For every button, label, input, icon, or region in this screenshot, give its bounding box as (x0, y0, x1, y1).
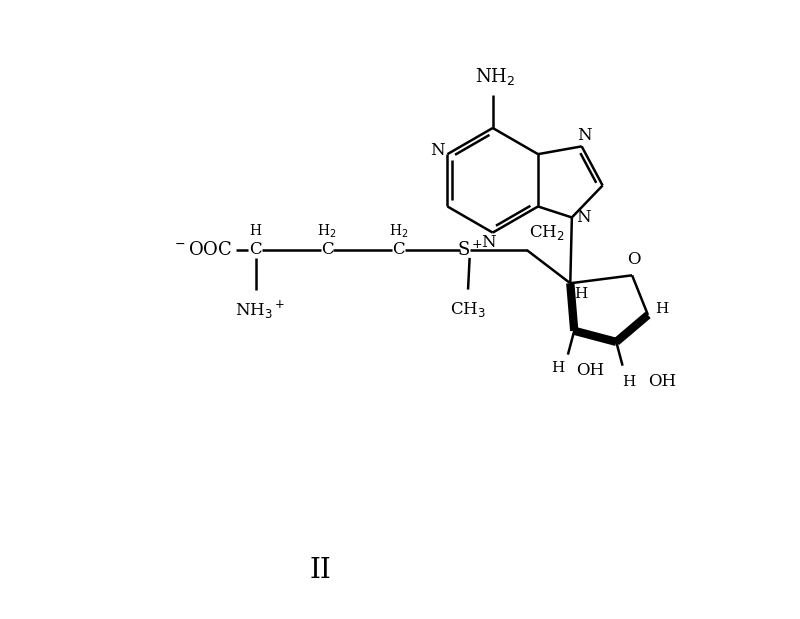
Text: $^-$OOC: $^-$OOC (172, 241, 233, 259)
Text: NH$_3$$^+$: NH$_3$$^+$ (234, 298, 285, 321)
Text: CH$_3$: CH$_3$ (450, 300, 486, 319)
Text: H: H (655, 301, 669, 316)
Text: H: H (250, 224, 262, 238)
Text: C: C (250, 241, 262, 259)
Text: N: N (578, 127, 592, 144)
Text: O: O (627, 251, 641, 268)
Text: CH$_2$: CH$_2$ (529, 223, 564, 242)
Text: OH: OH (576, 362, 604, 379)
Text: N: N (576, 209, 590, 226)
Text: H: H (574, 287, 587, 301)
Text: N: N (481, 235, 495, 251)
Text: S$^+$: S$^+$ (457, 240, 482, 259)
Text: H$_2$: H$_2$ (389, 222, 408, 240)
Text: NH$_2$: NH$_2$ (475, 66, 515, 87)
Text: C: C (321, 241, 334, 259)
Text: H$_2$: H$_2$ (318, 222, 337, 240)
Text: N: N (430, 142, 445, 160)
Text: II: II (310, 556, 332, 584)
Text: H: H (622, 374, 635, 389)
Text: OH: OH (648, 373, 676, 390)
Text: H: H (551, 361, 564, 375)
Text: C: C (392, 241, 405, 259)
